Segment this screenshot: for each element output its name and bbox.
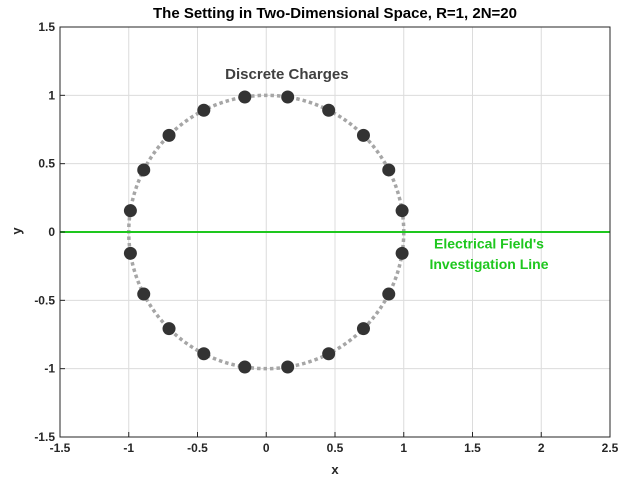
charge-point: [382, 163, 396, 177]
y-tick-label: 0: [48, 225, 55, 239]
charge-point: [322, 347, 336, 361]
charge-point: [395, 204, 409, 218]
y-tick-label: 1: [48, 88, 55, 102]
charge-point: [137, 163, 151, 177]
charge-point: [238, 90, 252, 104]
charge-point: [395, 246, 409, 260]
discrete-charges-label: Discrete Charges: [225, 66, 348, 83]
y-tick-label: 1.5: [38, 20, 55, 34]
annotations: Discrete Charges Electrical Field's Invest…: [225, 66, 549, 272]
charge-point: [123, 204, 137, 218]
x-tick-label: -1.5: [50, 441, 71, 455]
y-axis-label: y: [9, 227, 24, 235]
charge-point: [322, 103, 336, 117]
x-tick-label: -0.5: [187, 441, 208, 455]
tick-labels: -1.5 -1 -0.5 0 0.5 1 1.5 2 2.5 -1.5 -1 -0.5 0 0.5 1 1.5: [34, 20, 618, 455]
chart-title: The Setting in Two-Dimensional Space, R=…: [153, 5, 517, 22]
x-tick-label: 0.5: [327, 441, 344, 455]
charge-point: [238, 360, 252, 374]
charge-point: [356, 128, 370, 142]
y-tick-label: -1: [44, 362, 55, 376]
y-tick-label: -0.5: [34, 293, 55, 307]
charge-points: [123, 90, 409, 374]
charge-point: [137, 287, 151, 301]
charge-point: [281, 360, 295, 374]
x-axis-label: x: [331, 462, 339, 477]
charge-point: [162, 322, 176, 336]
x-tick-label: 0: [263, 441, 270, 455]
charge-point: [281, 90, 295, 104]
y-tick-label: -1.5: [34, 430, 55, 444]
x-tick-label: 2.5: [602, 441, 619, 455]
investigation-line-label: Electrical Field's: [434, 235, 544, 251]
charge-point: [123, 246, 137, 260]
charge-point: [197, 347, 211, 361]
x-tick-label: -1: [123, 441, 134, 455]
x-tick-label: 2: [538, 441, 545, 455]
investigation-line-label: Investigation Line: [429, 256, 548, 272]
x-tick-label: 1.5: [464, 441, 481, 455]
charge-point: [382, 287, 396, 301]
charge-point: [197, 103, 211, 117]
x-tick-label: 1: [400, 441, 407, 455]
plot-frame: [59, 26, 611, 438]
charge-point: [162, 128, 176, 142]
charge-point: [356, 322, 370, 336]
y-tick-label: 0.5: [38, 157, 55, 171]
